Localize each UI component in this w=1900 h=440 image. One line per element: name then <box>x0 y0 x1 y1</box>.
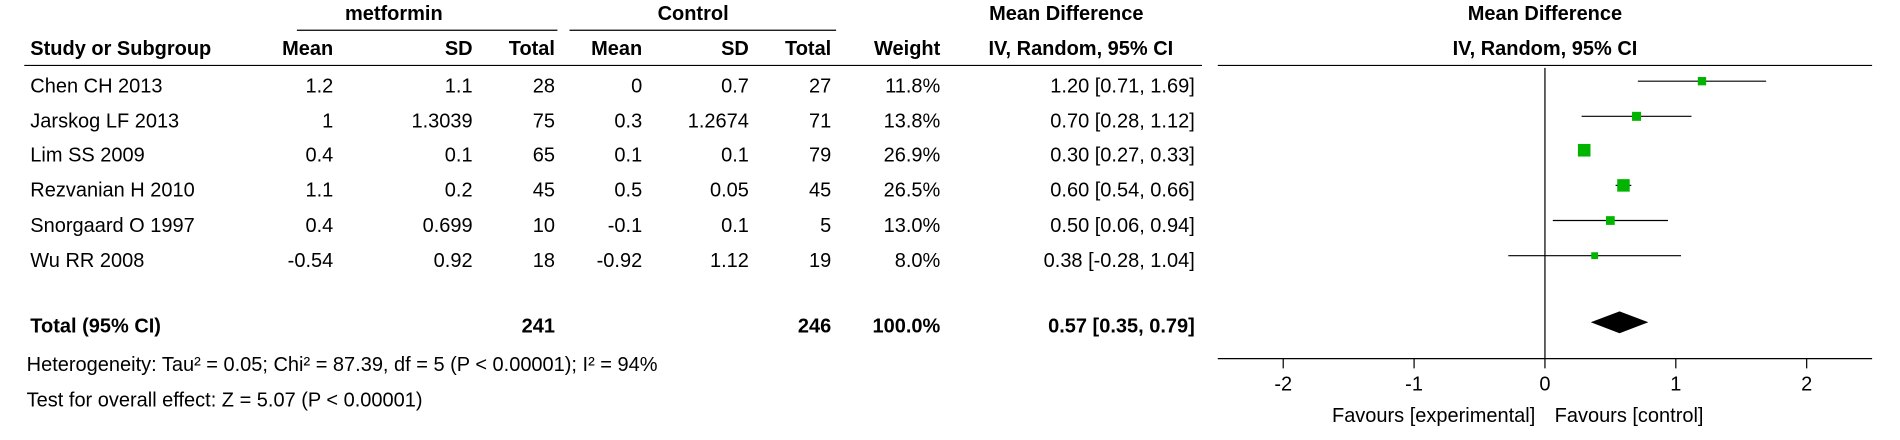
total-label: Total (95% CI) <box>30 315 161 337</box>
ci-label: 0.30 [0.27, 0.33] <box>1050 145 1194 167</box>
cell: 0 <box>631 76 642 98</box>
total-exp: 241 <box>522 315 555 337</box>
favours-left: Favours [experimental] <box>1332 405 1535 427</box>
study-name: Chen CH 2013 <box>30 76 162 98</box>
ci-label: 0.60 [0.54, 0.66] <box>1050 180 1194 202</box>
cell: 27 <box>809 76 831 98</box>
ci-label: 1.20 [0.71, 1.69] <box>1050 76 1194 98</box>
cell: 0.1 <box>721 215 749 237</box>
cell: 0.4 <box>305 145 333 167</box>
cell: 8.0% <box>895 250 941 272</box>
cell: 0.7 <box>721 76 749 98</box>
x-tick-label: 0 <box>1539 374 1550 396</box>
cell: 0.5 <box>614 180 642 202</box>
plot-method: IV, Random, 95% CI <box>1453 38 1638 60</box>
cell: 0.1 <box>445 145 473 167</box>
ci-label: 0.38 [-0.28, 1.04] <box>1044 250 1195 272</box>
effect-marker <box>1617 179 1630 192</box>
cell: 5 <box>820 215 831 237</box>
cell: 0.1 <box>614 145 642 167</box>
cell: 13.8% <box>884 111 941 133</box>
total-ci: 0.57 [0.35, 0.79] <box>1048 315 1195 337</box>
cell: -0.54 <box>288 250 334 272</box>
column-header: SD <box>445 38 473 60</box>
column-header: Total <box>509 38 555 60</box>
overall-effect: Test for overall effect: Z = 5.07 (P < 0… <box>27 389 423 411</box>
x-tick-label: -2 <box>1274 374 1292 396</box>
x-tick-label: 2 <box>1801 374 1812 396</box>
cell: 79 <box>809 145 831 167</box>
cell: 1 <box>322 111 333 133</box>
x-tick-label: -1 <box>1405 374 1423 396</box>
cell: 71 <box>809 111 831 133</box>
cell: 11.8% <box>885 76 940 98</box>
cell: 19 <box>809 250 831 272</box>
effect-marker <box>1606 216 1615 225</box>
effect-marker <box>1591 252 1599 260</box>
study-name: Lim SS 2009 <box>30 145 144 167</box>
cell: 0.699 <box>423 215 473 237</box>
cell: 18 <box>533 250 555 272</box>
group-label: Control <box>658 3 729 25</box>
summary-diamond <box>1590 311 1649 334</box>
cell: 0.05 <box>710 180 749 202</box>
group-label: metformin <box>345 3 443 25</box>
x-tick-label: 1 <box>1670 374 1681 396</box>
cell: 65 <box>533 145 555 167</box>
effect-marker <box>1697 77 1707 86</box>
column-header: Total <box>785 38 831 60</box>
cell: 26.9% <box>884 145 941 167</box>
cell: 13.0% <box>884 215 941 237</box>
ci-label: 0.50 [0.06, 0.94] <box>1050 215 1194 237</box>
study-name: Wu RR 2008 <box>30 250 144 272</box>
study-name: Jarskog LF 2013 <box>30 111 179 133</box>
cell: 1.3039 <box>411 111 472 133</box>
heterogeneity: Heterogeneity: Tau² = 0.05; Chi² = 87.39… <box>27 354 658 376</box>
cell: 45 <box>809 180 831 202</box>
column-header: Mean <box>591 38 642 60</box>
effect-marker <box>1577 143 1591 157</box>
cell: 1.12 <box>710 250 749 272</box>
cell: 0.2 <box>445 180 473 202</box>
cell: 0.4 <box>305 215 333 237</box>
cell: 75 <box>533 111 555 133</box>
cell: 1.2 <box>305 76 333 98</box>
effect-header: Mean Difference <box>989 3 1143 25</box>
cell: 0.3 <box>614 111 642 133</box>
cell: 26.5% <box>884 180 941 202</box>
favours-right: Favours [control] <box>1555 405 1704 427</box>
cell: -0.92 <box>597 250 643 272</box>
total-ctl: 246 <box>798 315 831 337</box>
column-header: Mean <box>282 38 333 60</box>
column-header: Study or Subgroup <box>30 38 211 60</box>
study-name: Rezvanian H 2010 <box>30 180 194 202</box>
study-name: Snorgaard O 1997 <box>30 215 194 237</box>
column-header: Weight <box>874 38 941 60</box>
cell: 0.92 <box>434 250 473 272</box>
cell: 28 <box>533 76 555 98</box>
effect-marker <box>1632 111 1642 121</box>
cell: 10 <box>533 215 555 237</box>
cell: 0.1 <box>721 145 749 167</box>
cell: 1.1 <box>445 76 473 98</box>
effect-method: IV, Random, 95% CI <box>988 38 1173 60</box>
ci-label: 0.70 [0.28, 1.12] <box>1050 111 1194 133</box>
total-weight: 100.0% <box>873 315 941 337</box>
cell: 1.2674 <box>688 111 749 133</box>
cell: 1.1 <box>305 180 333 202</box>
cell: -0.1 <box>608 215 642 237</box>
cell: 45 <box>533 180 555 202</box>
column-header: SD <box>721 38 749 60</box>
plot-header: Mean Difference <box>1468 3 1622 25</box>
